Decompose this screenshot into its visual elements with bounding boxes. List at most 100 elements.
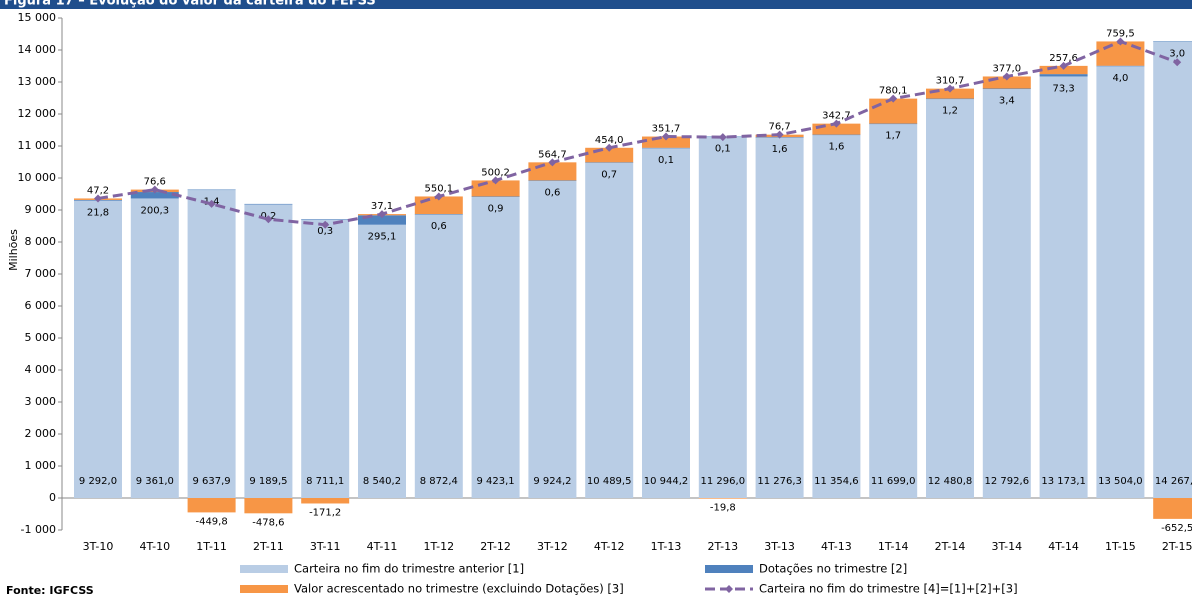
label-valor: 780,1 [879, 86, 908, 97]
label-valor: 564,7 [538, 149, 567, 160]
label-valor: -171,2 [309, 507, 341, 518]
y-tick-label: 13 000 [18, 75, 57, 88]
label-dotacao: 1,6 [772, 144, 788, 155]
x-tick-label: 3T-11 [310, 540, 341, 553]
label-valor: 500,2 [481, 167, 510, 178]
bar-dotacao [358, 215, 406, 225]
label-base: 10 944,2 [644, 476, 689, 487]
legend-label: Valor acrescentado no trimestre (excluin… [294, 582, 624, 596]
line-marker [434, 192, 443, 201]
label-valor: 759,5 [1106, 28, 1135, 39]
bar-base [358, 224, 406, 498]
label-base: 8 872,4 [420, 476, 458, 487]
line-marker [832, 119, 841, 128]
x-tick-label: 2T-15 [1162, 540, 1192, 553]
bar-base [869, 123, 918, 498]
x-tick-label: 4T-10 [139, 540, 170, 553]
label-base: 9 423,1 [477, 476, 515, 487]
label-dotacao: 0,9 [488, 203, 504, 214]
y-tick-label: 14 000 [18, 43, 57, 56]
label-valor: 310,7 [936, 76, 965, 87]
bar-base [1096, 65, 1145, 498]
label-valor: 377,0 [992, 63, 1021, 74]
bar-dotacao [982, 88, 1031, 90]
line-marker [1173, 58, 1182, 67]
bar-dotacao [528, 180, 577, 181]
bar-base [642, 147, 690, 499]
x-tick-label: 1T-15 [1105, 540, 1136, 553]
x-tick-label: 2T-12 [480, 540, 511, 553]
source: Fonte: IGFCSS [6, 584, 94, 597]
bar-base [74, 200, 122, 498]
label-base: 13 173,1 [1041, 476, 1086, 487]
label-dotacao: 4,0 [1112, 73, 1128, 84]
y-tick-label: 4 000 [25, 363, 57, 376]
x-tick-label: 4T-12 [594, 540, 625, 553]
label-valor: 76,6 [144, 177, 166, 188]
label-base: 12 792,6 [985, 476, 1030, 487]
label-valor: 37,1 [371, 201, 393, 212]
line-marker [1002, 72, 1011, 81]
label-valor: 76,7 [768, 122, 790, 133]
bar-dotacao [187, 189, 236, 191]
bar-valor [642, 136, 690, 148]
y-tick-label: 5 000 [25, 331, 57, 344]
label-base: 9 292,0 [79, 476, 117, 487]
header-bar [0, 0, 1192, 9]
legend-swatch [725, 585, 733, 593]
label-base: 9 924,2 [533, 476, 571, 487]
legend-label: Dotações no trimestre [2] [759, 562, 907, 576]
x-tick-label: 2T-13 [707, 540, 738, 553]
x-tick-label: 2T-11 [253, 540, 284, 553]
bar-base [414, 214, 463, 499]
label-valor: 550,1 [424, 183, 453, 194]
x-tick-label: 3T-14 [991, 540, 1022, 553]
label-valor: 351,7 [652, 124, 681, 135]
line-marker [1116, 37, 1125, 46]
legend-swatch [240, 585, 288, 593]
bar-dotacao [1039, 74, 1088, 77]
bar-valor [187, 498, 236, 513]
label-dotacao: 0,7 [601, 169, 617, 180]
x-tick-label: 4T-13 [821, 540, 852, 553]
bar-base [698, 136, 747, 498]
bar-dotacao [642, 147, 690, 149]
label-base: 9 637,9 [193, 476, 231, 487]
label-base: 11 296,0 [701, 476, 746, 487]
bar-dotacao [1096, 65, 1145, 67]
line-marker [1059, 61, 1068, 70]
bar-base [471, 196, 520, 498]
label-base: 11 699,0 [871, 476, 916, 487]
line-marker [605, 143, 614, 152]
label-dotacao: 0,1 [658, 155, 674, 166]
label-dotacao: 3,0 [1169, 48, 1185, 59]
bar-valor [1153, 498, 1192, 519]
label-dotacao: 200,3 [140, 205, 169, 216]
y-tick-label: 11 000 [18, 139, 57, 152]
label-valor: 47,2 [87, 185, 109, 196]
label-base: 8 540,2 [363, 476, 401, 487]
bar-valor [1039, 65, 1088, 75]
bar-dotacao [812, 134, 861, 136]
line-marker [491, 176, 500, 185]
line-marker [946, 84, 954, 93]
bar-base [187, 189, 236, 498]
label-base: 9 361,0 [136, 476, 174, 487]
y-tick-label: 1 000 [25, 459, 57, 472]
bar-base [1039, 76, 1088, 498]
label-valor: 257,6 [1049, 53, 1078, 64]
line-marker [264, 215, 273, 224]
label-dotacao: 3,4 [999, 96, 1015, 107]
x-tick-label: 1T-14 [878, 540, 909, 553]
label-valor: -19,8 [710, 503, 736, 514]
x-tick-label: 1T-11 [196, 540, 227, 553]
x-tick-label: 2T-14 [935, 540, 966, 553]
y-tick-label: 6 000 [25, 299, 57, 312]
bar-valor [926, 88, 974, 99]
bar-dotacao [471, 196, 520, 197]
line-marker [94, 194, 102, 203]
label-dotacao: 295,1 [368, 232, 397, 243]
label-valor: 342,7 [822, 111, 851, 122]
x-tick-label: 3T-13 [764, 540, 795, 553]
